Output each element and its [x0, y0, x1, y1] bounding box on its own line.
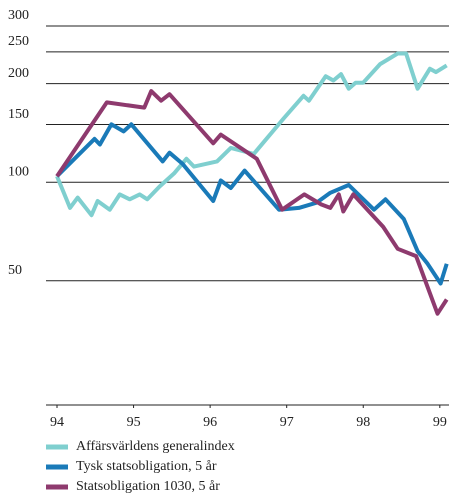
series-line: [55, 89, 449, 316]
y-tick-label: 200: [8, 66, 29, 81]
x-tick-label: 98: [356, 415, 370, 430]
y-tick-label: 150: [8, 107, 29, 122]
x-tick-label: 99: [433, 415, 447, 430]
legend-label: Tysk statsobligation, 5 år: [76, 459, 217, 474]
y-tick-label: 250: [8, 34, 29, 49]
y-tick-label: 100: [8, 164, 29, 179]
y-tick-label: 50: [8, 263, 22, 278]
x-tick-label: 94: [50, 415, 64, 430]
x-tick-label: 95: [127, 415, 141, 430]
y-tick-label: 300: [8, 8, 29, 23]
x-tick-label: 96: [203, 415, 217, 430]
series-line: [55, 51, 448, 218]
legend-label: Affärsvärldens generalindex: [76, 439, 235, 454]
series-line: [55, 122, 449, 286]
x-tick-label: 97: [280, 415, 294, 430]
legend-label: Statsobligation 1030, 5 år: [76, 479, 220, 494]
